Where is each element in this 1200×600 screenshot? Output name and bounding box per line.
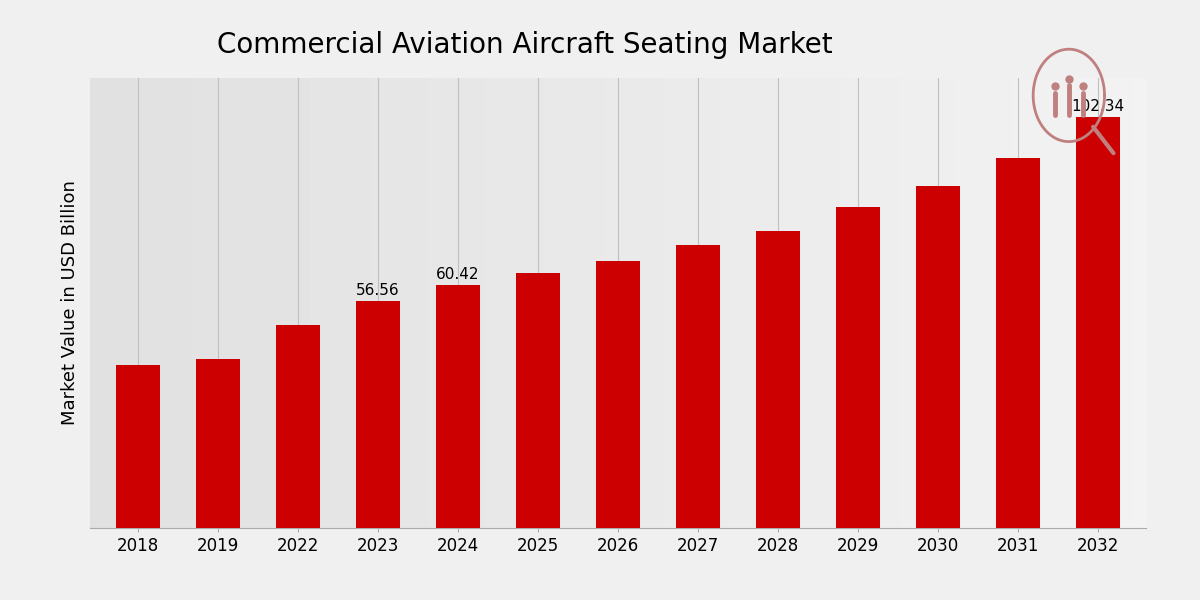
- Y-axis label: Market Value in USD Billion: Market Value in USD Billion: [61, 181, 79, 425]
- Bar: [1076, 117, 1120, 528]
- Text: 60.42: 60.42: [437, 267, 480, 282]
- Bar: [596, 261, 640, 528]
- Bar: [436, 285, 480, 528]
- Text: Commercial Aviation Aircraft Seating Market: Commercial Aviation Aircraft Seating Mar…: [217, 31, 833, 59]
- Bar: [916, 187, 960, 528]
- Bar: [196, 359, 240, 528]
- Bar: [756, 230, 800, 528]
- Text: 102.34: 102.34: [1072, 98, 1124, 113]
- Bar: [996, 158, 1040, 528]
- Bar: [836, 206, 880, 528]
- Bar: [276, 325, 320, 528]
- Text: 56.56: 56.56: [356, 283, 400, 298]
- Bar: [356, 301, 400, 528]
- Bar: [516, 273, 560, 528]
- Bar: [676, 245, 720, 528]
- Bar: [116, 365, 160, 528]
